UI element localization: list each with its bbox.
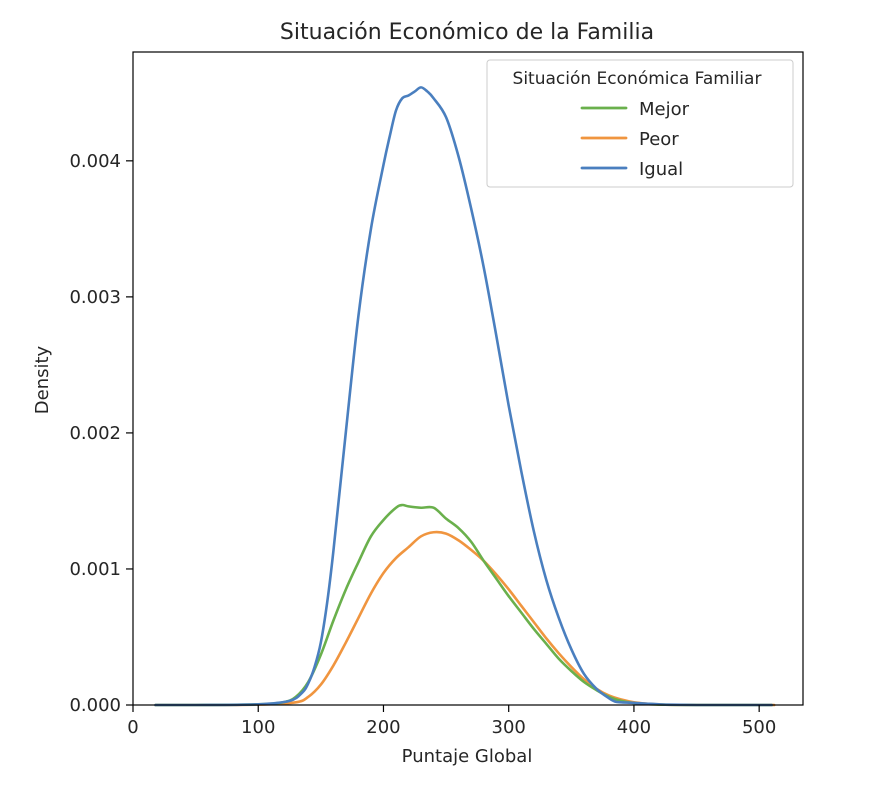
series-line-igual (154, 86, 773, 707)
series-line-peor (154, 530, 776, 707)
legend-label-peor: Peor (639, 129, 679, 150)
y-tick-label: 0.004 (69, 151, 121, 172)
plot-frame (132, 51, 804, 706)
series-line-mejor (154, 503, 773, 707)
series-layer (154, 86, 776, 707)
y-tick-label: 0.002 (69, 423, 121, 444)
legend-box (486, 59, 794, 188)
y-tick-label: 0.003 (69, 287, 121, 308)
legend-items: Mejor Peor Igual (580, 99, 690, 180)
legend-title: Situación Económica Familiar (513, 69, 762, 89)
legend: Situación Económica Familiar Mejor Peor Ig… (486, 59, 794, 188)
x-tick-label: 400 (617, 717, 651, 738)
x-tick-label: 500 (742, 717, 776, 738)
ticks-layer: 0 100 200 300 400 500 0.000 0.001 0.002 0.003 0.00… (69, 151, 776, 738)
x-tick-label: 300 (492, 717, 526, 738)
y-tick-label: 0.001 (69, 559, 121, 580)
y-tick-label: 0.000 (69, 695, 121, 716)
legend-label-mejor: Mejor (639, 99, 690, 120)
chart-title: Situación Económico de la Familia (280, 20, 654, 45)
x-tick-label: 100 (241, 717, 275, 738)
y-axis-label: Density (32, 345, 53, 414)
legend-label-igual: Igual (639, 159, 683, 180)
x-tick-label: 200 (366, 717, 400, 738)
x-tick-label: 0 (127, 717, 138, 738)
x-axis-label: Puntaje Global (402, 746, 533, 767)
